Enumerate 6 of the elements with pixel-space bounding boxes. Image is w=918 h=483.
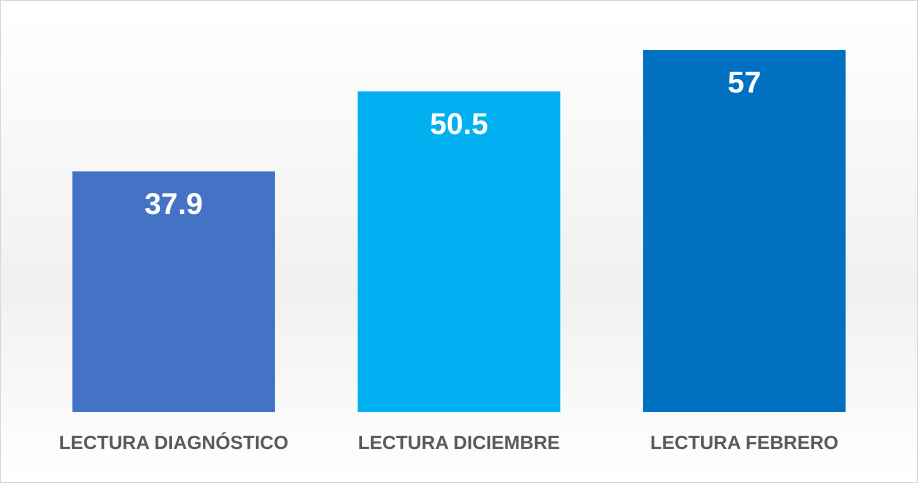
data-label: 37.9 — [144, 188, 203, 221]
x-tick-label: LECTURA FEBRERO — [650, 433, 838, 454]
x-tick-label: LECTURA DIAGNÓSTICO — [58, 432, 288, 454]
data-label: 57 — [728, 66, 762, 100]
x-tick-label: LECTURA DICIEMBRE — [358, 433, 560, 454]
data-label: 50.5 — [430, 108, 488, 141]
